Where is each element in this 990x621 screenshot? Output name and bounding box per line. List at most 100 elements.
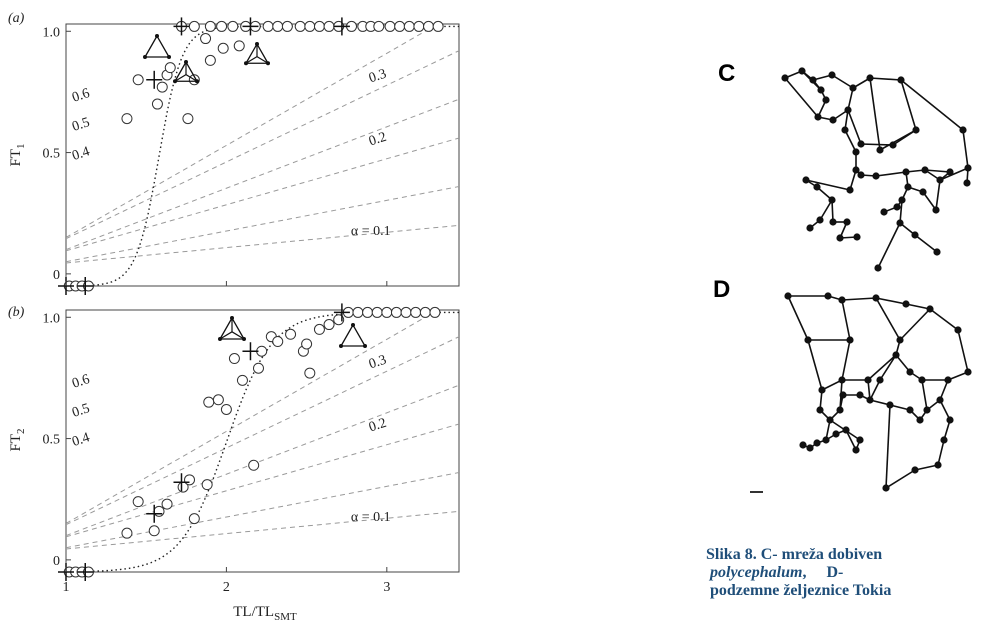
network-node (897, 76, 905, 84)
data-point (373, 20, 385, 32)
network-node (814, 113, 822, 121)
network-node (902, 168, 910, 176)
network-edge (869, 77, 902, 81)
network-edge (877, 222, 901, 269)
network-node (923, 406, 931, 414)
network-node (906, 406, 914, 414)
x-tick-label: 3 (383, 580, 390, 595)
data-point (313, 323, 325, 335)
network-edge (957, 329, 969, 373)
network-edge (885, 404, 891, 489)
data-point (272, 20, 284, 32)
network-node (829, 218, 837, 226)
network-edge (841, 299, 851, 341)
network-edge (900, 79, 917, 131)
network-edge (875, 171, 907, 177)
network-node (828, 196, 836, 204)
network-glyph-node (195, 79, 199, 84)
network-node (813, 439, 821, 447)
data-point (156, 81, 168, 93)
network-node (856, 436, 864, 444)
data-point (227, 20, 239, 32)
scale-bar (750, 491, 763, 493)
data-point (201, 479, 213, 491)
network-node (836, 406, 844, 414)
caption-species: polycephalum (710, 564, 803, 581)
network-edge (935, 179, 941, 211)
network-edge (939, 399, 951, 421)
network-glyph-node (266, 61, 270, 66)
caption-line-2-rest: , D- (802, 564, 844, 581)
network-node (934, 461, 942, 469)
network-node (844, 106, 852, 114)
alpha-label: α = 0.1 (351, 224, 391, 239)
network-node (906, 368, 914, 376)
network-node (784, 292, 792, 300)
network-node (911, 231, 919, 239)
network-node (852, 166, 860, 174)
data-point (212, 394, 224, 406)
data-point (400, 306, 412, 318)
network-node (828, 71, 836, 79)
network-node (898, 196, 906, 204)
data-point (148, 525, 160, 537)
data-point (203, 396, 215, 408)
data-point (381, 306, 393, 318)
alpha-line (66, 384, 459, 537)
network-edge (844, 129, 857, 153)
network-glyph-edge (174, 74, 187, 82)
data-point (323, 20, 335, 32)
network-glyph-edge (245, 56, 258, 64)
network-edge (847, 109, 862, 145)
y-tick-label: 0 (53, 268, 60, 283)
network-edge (899, 199, 903, 224)
network-node (829, 116, 837, 124)
alpha-line (66, 510, 459, 550)
alpha-label: 0.6 (70, 86, 91, 106)
plot-frame (65, 23, 460, 287)
network-glyph-edge (219, 331, 233, 340)
network-edge (841, 339, 851, 381)
alpha-line (66, 224, 459, 264)
network-edge (924, 169, 951, 173)
network-node (806, 444, 814, 452)
data-point (390, 306, 402, 318)
panel-label: (b) (8, 305, 25, 320)
panel-a: FT1 (8, 17, 460, 295)
data-point (236, 374, 248, 386)
network-node (896, 336, 904, 344)
network-node (902, 300, 910, 308)
network-node (842, 426, 850, 434)
network-node (904, 183, 912, 191)
data-point (161, 498, 173, 510)
network-node (832, 430, 840, 438)
network-glyph-node (339, 344, 343, 348)
data-point (164, 62, 176, 74)
network-node (880, 208, 888, 216)
network-edge (831, 199, 834, 223)
panel-label: (a) (8, 11, 25, 26)
network-node (912, 126, 920, 134)
network-glyph-edge (185, 74, 198, 82)
alpha-label: 0.2 (367, 416, 388, 436)
network-glyph-node (244, 61, 248, 66)
data-point (121, 113, 133, 125)
data-point (216, 20, 228, 32)
network-node (866, 74, 874, 82)
network-edge (807, 339, 823, 391)
network-node (798, 67, 806, 75)
data-point (352, 306, 364, 318)
alpha-line (66, 423, 459, 538)
network-node (822, 96, 830, 104)
y-tick-label: 0.5 (43, 433, 61, 448)
data-point (252, 362, 264, 374)
network-node (872, 172, 880, 180)
data-point (413, 20, 425, 32)
network-node (946, 168, 954, 176)
network-c-label: C (718, 60, 736, 87)
network-edge (900, 79, 964, 131)
network-edge (869, 77, 881, 151)
x-axis-label: TL/TLSMT (233, 604, 297, 621)
network-node (892, 351, 900, 359)
network-node (826, 416, 834, 424)
